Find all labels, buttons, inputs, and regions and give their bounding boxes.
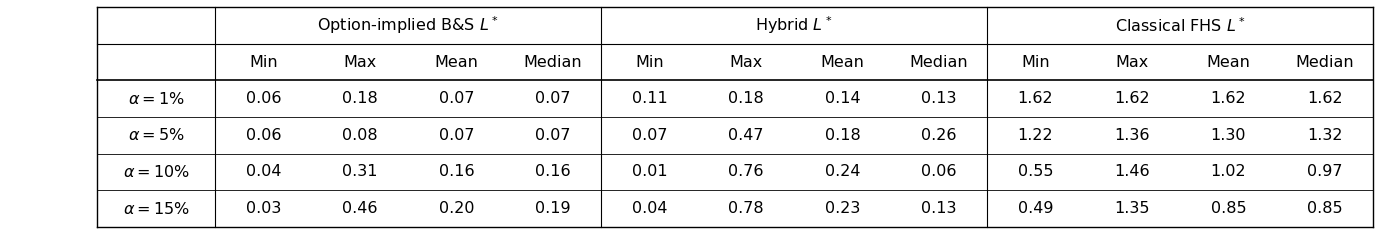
- Text: Min: Min: [635, 55, 664, 69]
- Text: 0.14: 0.14: [825, 91, 860, 106]
- Text: 1.35: 1.35: [1114, 201, 1150, 216]
- Text: $\alpha = 5\%$: $\alpha = 5\%$: [128, 127, 184, 143]
- Text: Median: Median: [1295, 55, 1354, 69]
- Text: $\alpha = 15\%$: $\alpha = 15\%$: [122, 201, 190, 217]
- Text: 1.30: 1.30: [1211, 128, 1246, 143]
- Text: Max: Max: [344, 55, 377, 69]
- Text: 0.85: 0.85: [1211, 201, 1246, 216]
- Text: 0.04: 0.04: [245, 165, 282, 179]
- Text: Mean: Mean: [434, 55, 479, 69]
- Text: 0.13: 0.13: [921, 201, 957, 216]
- Text: 0.18: 0.18: [343, 91, 377, 106]
- Text: Mean: Mean: [821, 55, 864, 69]
- Text: 0.07: 0.07: [438, 91, 474, 106]
- Text: $\alpha = 1\%$: $\alpha = 1\%$: [128, 91, 184, 107]
- Text: 1.22: 1.22: [1018, 128, 1053, 143]
- Text: 0.97: 0.97: [1307, 165, 1343, 179]
- Text: 0.23: 0.23: [825, 201, 860, 216]
- Text: Mean: Mean: [1207, 55, 1250, 69]
- Text: 0.01: 0.01: [631, 165, 667, 179]
- Text: 0.49: 0.49: [1018, 201, 1053, 216]
- Text: 0.07: 0.07: [535, 91, 570, 106]
- Text: 0.19: 0.19: [535, 201, 571, 216]
- Text: 1.32: 1.32: [1307, 128, 1343, 143]
- Text: 1.62: 1.62: [1307, 91, 1343, 106]
- Text: Max: Max: [730, 55, 763, 69]
- Text: 0.07: 0.07: [631, 128, 667, 143]
- Text: 0.20: 0.20: [438, 201, 474, 216]
- Text: 0.08: 0.08: [343, 128, 377, 143]
- Text: Median: Median: [910, 55, 968, 69]
- Text: 0.55: 0.55: [1018, 165, 1053, 179]
- Text: Median: Median: [524, 55, 583, 69]
- Text: 1.46: 1.46: [1114, 165, 1150, 179]
- Text: 0.31: 0.31: [343, 165, 377, 179]
- Text: 1.62: 1.62: [1211, 91, 1246, 106]
- Text: 1.36: 1.36: [1114, 128, 1150, 143]
- Text: 0.24: 0.24: [825, 165, 860, 179]
- Text: 1.62: 1.62: [1018, 91, 1053, 106]
- Text: 0.18: 0.18: [728, 91, 764, 106]
- Text: Hybrid $L^*$: Hybrid $L^*$: [756, 15, 834, 36]
- Text: 1.62: 1.62: [1114, 91, 1150, 106]
- Text: Min: Min: [250, 55, 277, 69]
- Text: 0.16: 0.16: [438, 165, 474, 179]
- Text: 0.13: 0.13: [921, 91, 957, 106]
- Text: Classical FHS $L^*$: Classical FHS $L^*$: [1115, 16, 1246, 35]
- Text: 0.76: 0.76: [728, 165, 764, 179]
- Text: 0.18: 0.18: [824, 128, 860, 143]
- Text: $\alpha = 10\%$: $\alpha = 10\%$: [122, 164, 190, 180]
- Text: 0.06: 0.06: [245, 128, 282, 143]
- Text: 0.06: 0.06: [245, 91, 282, 106]
- Text: Max: Max: [1115, 55, 1148, 69]
- Text: 0.46: 0.46: [343, 201, 377, 216]
- Text: Min: Min: [1021, 55, 1050, 69]
- Text: 0.07: 0.07: [535, 128, 570, 143]
- Text: 0.06: 0.06: [921, 165, 957, 179]
- Text: 0.11: 0.11: [631, 91, 667, 106]
- Text: 0.04: 0.04: [631, 201, 667, 216]
- Text: Option-implied B&S $L^*$: Option-implied B&S $L^*$: [318, 15, 499, 36]
- Text: 0.85: 0.85: [1307, 201, 1343, 216]
- Text: 1.02: 1.02: [1211, 165, 1246, 179]
- Text: 0.03: 0.03: [245, 201, 282, 216]
- Text: 0.26: 0.26: [921, 128, 957, 143]
- Text: 0.47: 0.47: [728, 128, 764, 143]
- Text: 0.07: 0.07: [438, 128, 474, 143]
- Text: 0.78: 0.78: [728, 201, 764, 216]
- Text: 0.16: 0.16: [535, 165, 571, 179]
